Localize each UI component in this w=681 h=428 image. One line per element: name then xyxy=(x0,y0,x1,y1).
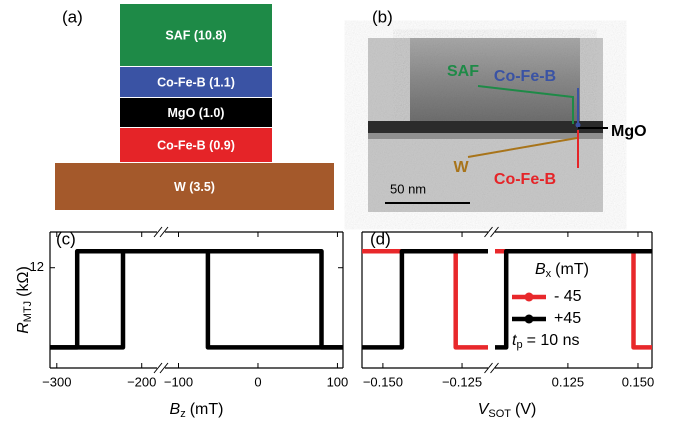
data-line xyxy=(50,251,343,347)
legend-title: Bx(mT) xyxy=(535,261,589,280)
layer-label: SAF (10.8) xyxy=(165,28,226,42)
annotation: tp= 10 ns xyxy=(512,332,580,351)
y-label-unit: (kΩ) xyxy=(15,266,32,297)
legend-title-subscript: x xyxy=(546,268,552,280)
x-tick-label: −0.125 xyxy=(442,374,482,389)
annotation-text: = 10 ns xyxy=(527,332,580,349)
tem-annotation: W xyxy=(453,159,469,176)
x-label-unit: (mT) xyxy=(190,401,224,418)
x-label-subscript: z xyxy=(180,408,186,420)
tem-annotation: Co-Fe-B xyxy=(494,68,556,85)
y-label-subscript: MTJ xyxy=(22,301,34,322)
x-tick-label: 100 xyxy=(327,374,349,389)
x-tick-label: −100 xyxy=(164,374,193,389)
legend-title-unit: (mT) xyxy=(555,261,589,278)
y-label-symbol: R xyxy=(15,322,32,334)
x-tick-label: 0.150 xyxy=(622,374,655,389)
x-tick-label: −200 xyxy=(127,374,156,389)
x-axis-label: VSOT(V) xyxy=(478,401,537,420)
layer-label: W (3.5) xyxy=(174,180,215,194)
y-axis-label: RMTJ (kΩ) xyxy=(15,266,34,334)
layer-label: MgO (1.0) xyxy=(168,106,225,120)
x-axis-label: Bz (mT) xyxy=(170,401,224,420)
tem-annotation: MgO xyxy=(611,123,647,140)
x-label-unit: (V) xyxy=(515,401,536,418)
tem-annotation: SAF xyxy=(447,63,479,80)
x-label-subscript: SOT xyxy=(488,408,511,420)
x-label-symbol: B xyxy=(170,401,181,418)
panel-label: (c) xyxy=(56,229,76,248)
panel-label: (a) xyxy=(62,7,83,26)
legend-swatch xyxy=(525,293,534,302)
panel-label: (d) xyxy=(370,229,391,248)
panel-label: (b) xyxy=(372,7,393,26)
tem-annotation: Co-Fe-B xyxy=(494,171,556,188)
legend-label: +45 xyxy=(554,310,581,327)
data-line xyxy=(50,251,343,347)
legend-label: - 45 xyxy=(554,288,582,305)
annotation-subscript: p xyxy=(516,339,522,351)
layer-label: Co-Fe-B (0.9) xyxy=(157,138,235,152)
x-tick-label: −0.150 xyxy=(363,374,403,389)
layer-label: Co-Fe-B (1.1) xyxy=(157,75,235,89)
x-tick-label: 0.125 xyxy=(552,374,585,389)
legend-title-symbol: B xyxy=(535,261,546,278)
data-line xyxy=(362,251,652,347)
figure: (a) SAF (10.8) Co-Fe-B (1.1) MgO (1.0) Co-Fe… xyxy=(0,0,681,428)
scale-bar-label: 50 nm xyxy=(390,181,426,196)
x-tick-label: 0 xyxy=(254,374,261,389)
legend-swatch xyxy=(525,315,534,324)
x-tick-label: −300 xyxy=(42,374,71,389)
